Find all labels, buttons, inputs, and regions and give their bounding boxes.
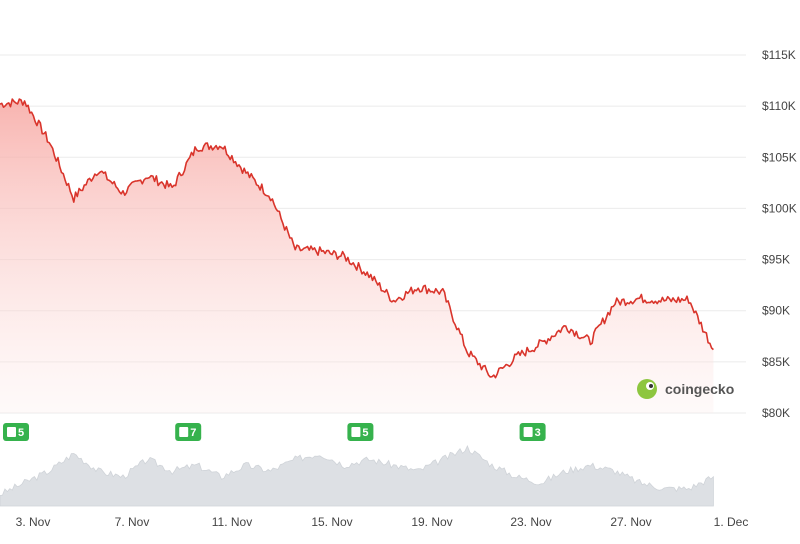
- newspaper-icon: [179, 427, 189, 437]
- y-axis-labels: $80K $85K $90K $95K $100K $105K $110K $115K: [762, 48, 797, 420]
- coingecko-logo-icon: [637, 379, 657, 399]
- news-count: 5: [362, 427, 368, 439]
- coingecko-logo-pupil: [649, 384, 653, 388]
- x-tick-label: 11. Nov: [212, 515, 252, 529]
- newspaper-icon: [7, 427, 16, 437]
- x-tick-label: 27. Nov: [610, 515, 651, 529]
- price-area: [0, 99, 714, 413]
- y-tick-label: $80K: [762, 406, 790, 420]
- x-axis-labels: 3. Nov 7. Nov 11. Nov 15. Nov 19. Nov 23. Nov…: [16, 515, 749, 529]
- news-count: 7: [190, 427, 196, 439]
- news-badge[interactable]: 5: [347, 423, 374, 441]
- watermark-text: coingecko: [665, 381, 734, 397]
- y-tick-label: $95K: [762, 253, 790, 267]
- news-badge[interactable]: 3: [519, 423, 546, 441]
- x-tick-label: 15. Nov: [311, 515, 352, 529]
- news-count: 5: [18, 427, 24, 439]
- coingecko-watermark: coingecko: [637, 379, 734, 399]
- price-line: [0, 98, 714, 379]
- x-tick-label: 3. Nov: [16, 515, 51, 529]
- y-tick-label: $100K: [762, 201, 797, 215]
- news-count: 3: [535, 427, 541, 439]
- x-tick-label: 23. Nov: [510, 515, 551, 529]
- y-tick-label: $85K: [762, 355, 790, 369]
- y-tick-label: $105K: [762, 150, 797, 164]
- news-badges: 5 7 5 3: [3, 423, 546, 441]
- y-tick-label: $115K: [762, 48, 796, 62]
- volume-shape: [0, 444, 714, 507]
- volume-area: [0, 444, 714, 507]
- x-tick-label: 19. Nov: [411, 515, 452, 529]
- y-tick-label: $90K: [762, 304, 790, 318]
- news-badge[interactable]: 5: [3, 423, 29, 441]
- newspaper-icon: [351, 427, 361, 437]
- y-tick-label: $110K: [762, 99, 796, 113]
- x-tick-label: 1. Dec: [714, 515, 749, 529]
- x-tick-label: 7. Nov: [115, 515, 150, 529]
- newspaper-icon: [523, 427, 533, 437]
- news-badge[interactable]: 7: [175, 423, 202, 441]
